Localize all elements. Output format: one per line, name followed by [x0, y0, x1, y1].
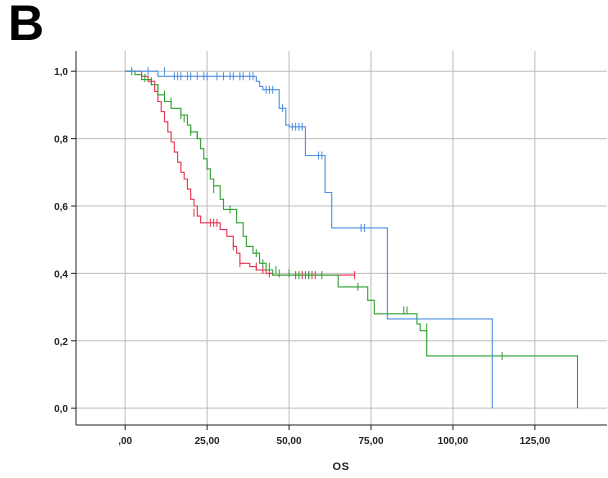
y-tick-labels: 0,0 0,2 0,4 0,6 0,8 1,0: [54, 67, 76, 415]
series-line: [125, 70, 355, 276]
y-tick-label: 0,2: [54, 337, 68, 348]
plot-area: [76, 51, 607, 425]
series-line: [125, 70, 579, 409]
x-tick-label: 25,00: [195, 436, 220, 447]
y-tick-label: 0,4: [54, 269, 68, 280]
series-0: [125, 70, 356, 280]
y-tick-label: 0,8: [54, 135, 68, 146]
x-tick-label: 75,00: [358, 436, 383, 447]
x-tick-label: 50,00: [277, 436, 302, 447]
x-tick-label: 125,00: [520, 436, 551, 447]
grid-lines: [76, 51, 607, 425]
x-tick-label: ,00: [118, 436, 132, 447]
series-1: [125, 67, 579, 409]
y-tick-label: 0,6: [54, 202, 68, 213]
x-tick-label: 100,00: [438, 436, 469, 447]
y-tick-label: 0,0: [54, 404, 68, 415]
series-2: [125, 67, 493, 409]
series-line: [125, 70, 493, 409]
x-axis-title: OS: [333, 461, 350, 473]
panel-label: B: [8, 0, 45, 51]
series-layer: [125, 67, 579, 409]
axes: [75, 51, 607, 426]
y-tick-label: 1,0: [54, 67, 68, 78]
x-tick-labels: ,00 25,00 50,00 75,00 100,00 125,00: [118, 425, 551, 447]
